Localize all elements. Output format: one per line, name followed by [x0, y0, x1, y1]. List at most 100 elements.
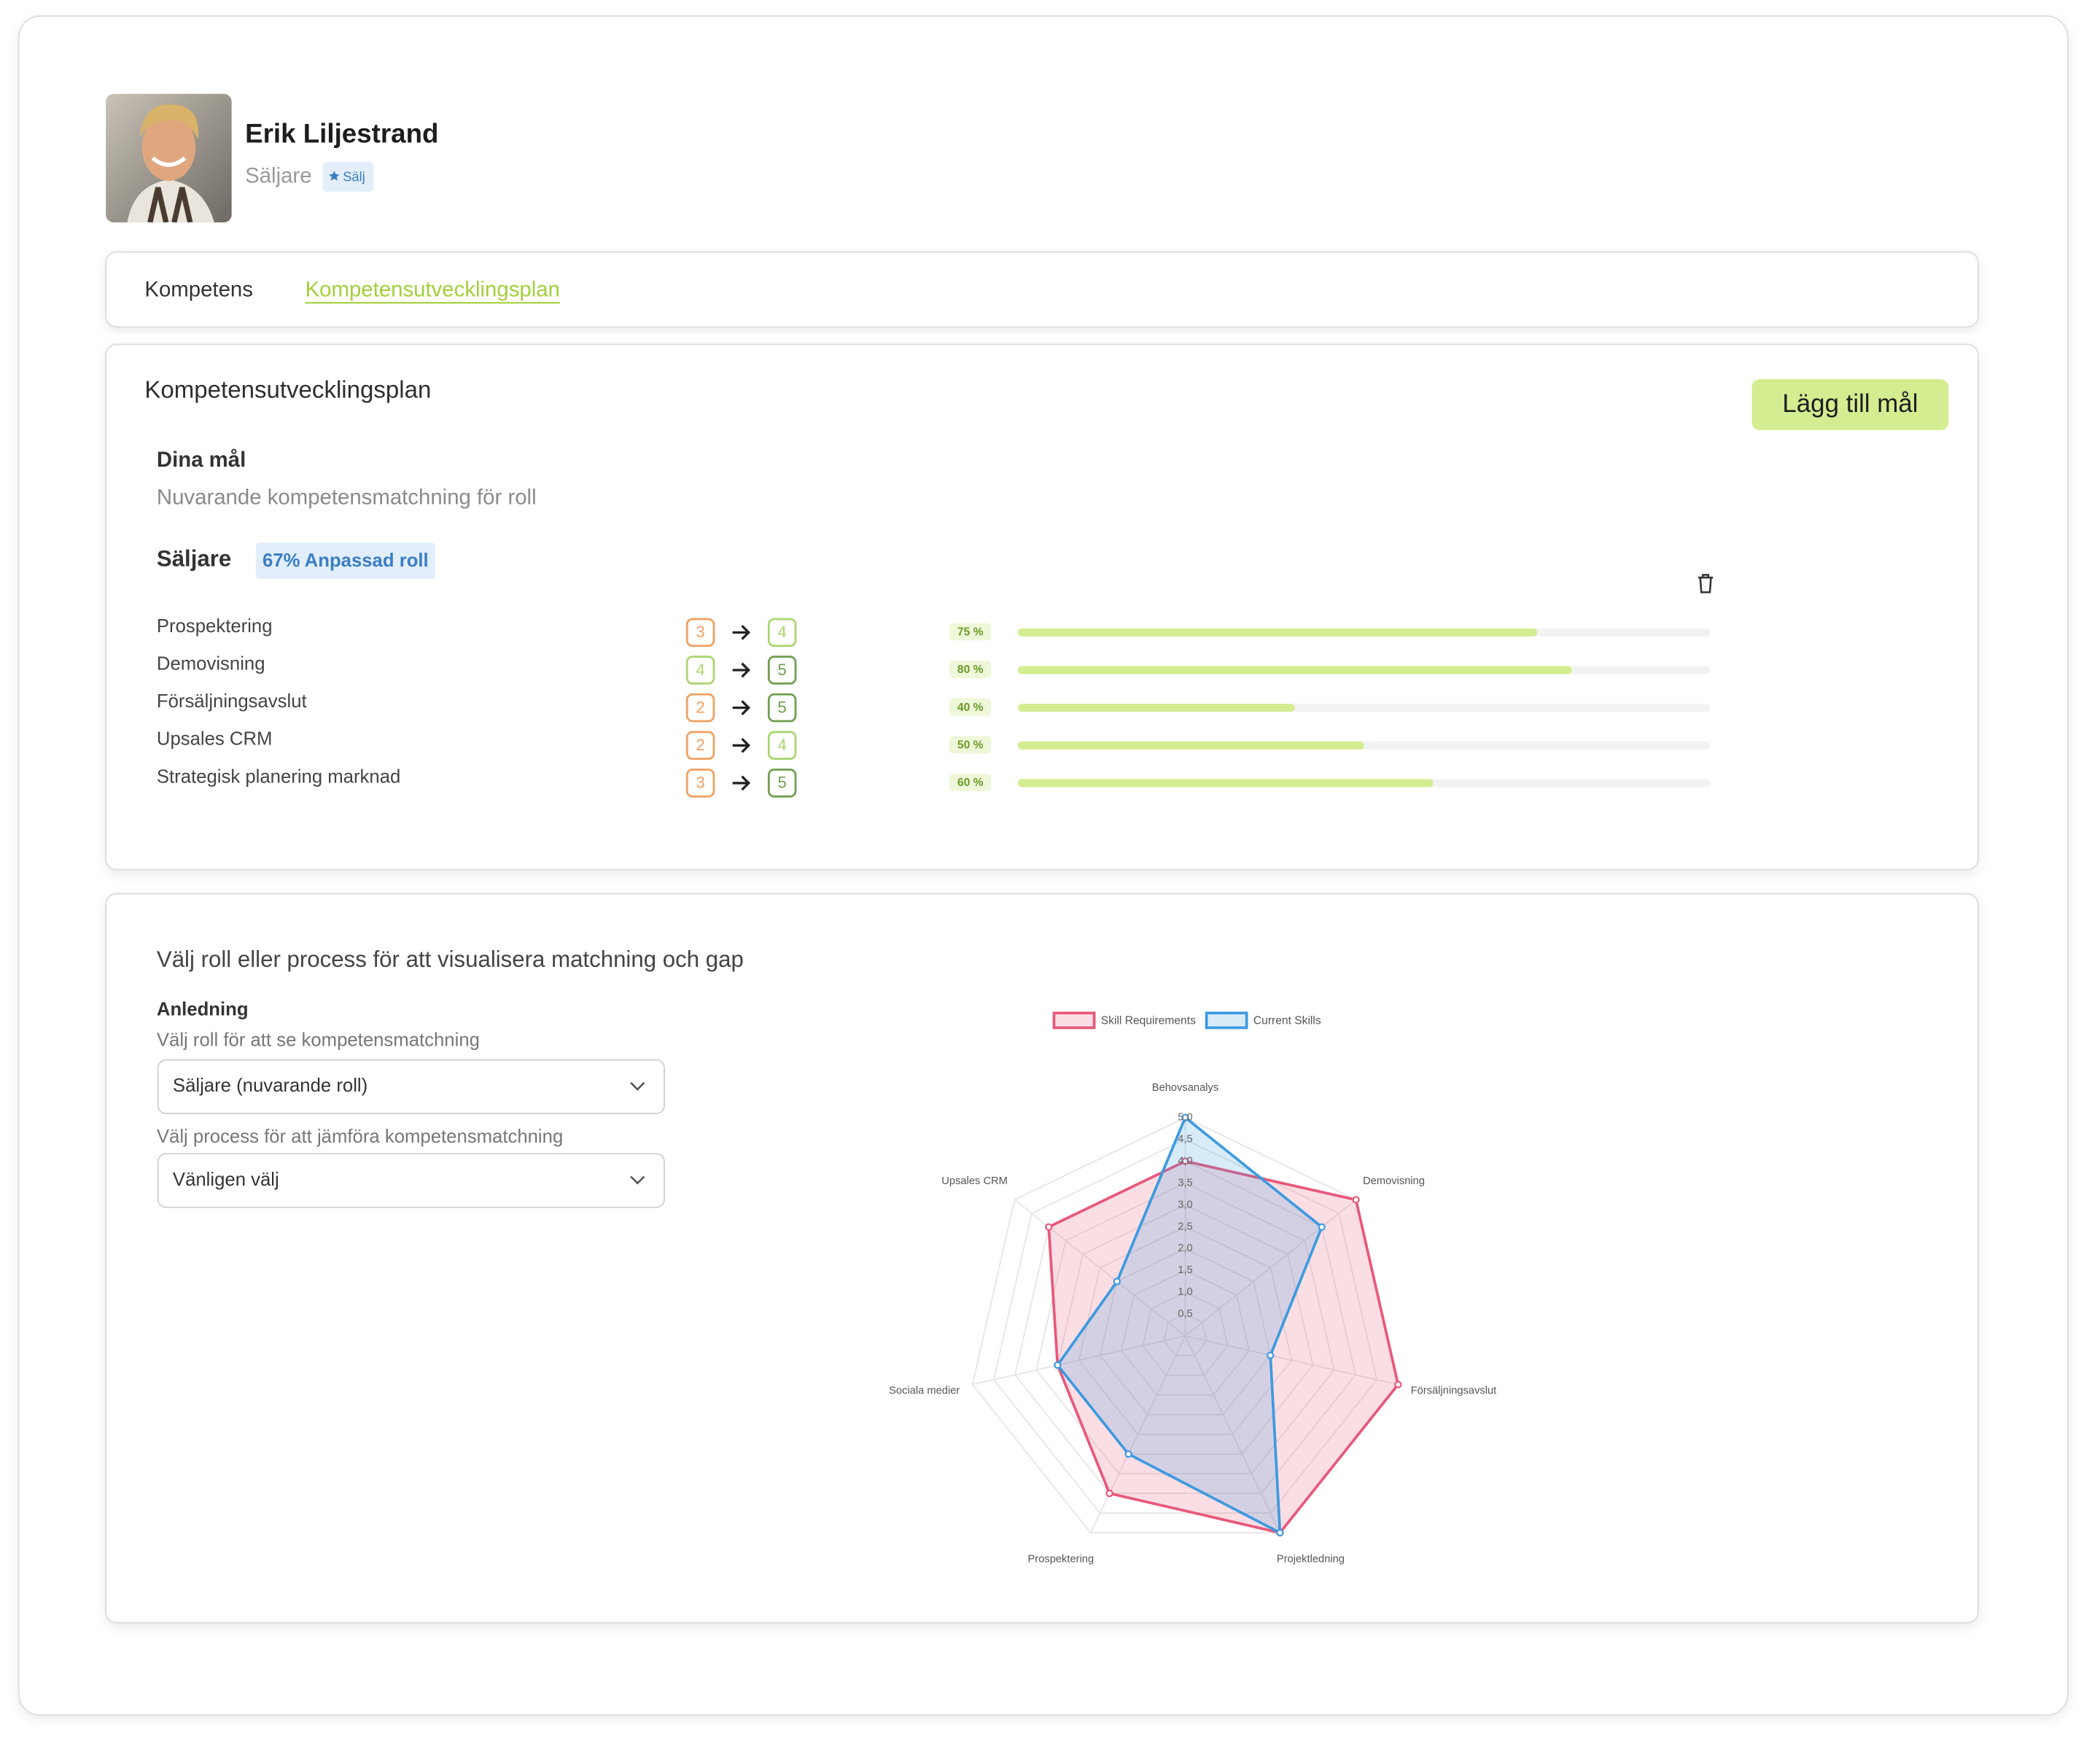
data-point [1181, 1113, 1189, 1121]
legend-swatch [1052, 1011, 1096, 1030]
data-point [1045, 1223, 1053, 1231]
progress-badge [949, 623, 992, 641]
level-current: 2 [696, 736, 704, 754]
select-role-label: Välj roll för att se kompetensmatchning [157, 1030, 480, 1051]
skill-name: Försäljningsavslut [157, 691, 307, 712]
progress-badge [949, 698, 992, 716]
progress-label: 50 % [957, 739, 984, 751]
tab[interactable]: Kompetensutvecklingsplan [306, 278, 560, 302]
level-box [767, 769, 797, 798]
level-current: 3 [696, 774, 704, 792]
legend-label: Skill Requirements [1101, 1014, 1196, 1027]
data-point [1105, 1489, 1113, 1498]
grid-line [1057, 1204, 1314, 1455]
axis-label: Behovsanalys [1152, 1082, 1218, 1094]
y-tick-label: 3,5 [1178, 1177, 1192, 1189]
axis-label: Prospektering [1028, 1553, 1094, 1565]
goals-subtitle: Nuvarande kompetensmatchning för roll [157, 485, 537, 509]
level-box [767, 656, 797, 685]
arrow-icon [732, 625, 751, 640]
avatar [106, 93, 232, 223]
level-box [685, 693, 715, 723]
chevron [630, 1081, 645, 1091]
level-box [685, 731, 715, 761]
level-box [685, 618, 715, 648]
data-point [1181, 1157, 1189, 1165]
data-point [1113, 1278, 1121, 1286]
level-target: 4 [778, 736, 787, 754]
tab[interactable]: Kompetens [144, 278, 253, 302]
grid-line [1078, 1226, 1293, 1436]
progress-bar [1017, 704, 1295, 712]
grid-line [1120, 1269, 1251, 1396]
progress-label: 40 % [957, 701, 984, 714]
level-current: 2 [696, 698, 704, 716]
select-role-value[interactable]: Säljare (nuvarande roll) [173, 1076, 368, 1096]
level-current: 3 [696, 623, 704, 641]
axis-label: Projektledning [1277, 1553, 1345, 1565]
match-badge-bg [255, 542, 435, 579]
progress-badge [949, 736, 992, 754]
match-badge: 67% Anpassad roll [262, 551, 429, 571]
spoke [1184, 1199, 1357, 1337]
add-goal-label[interactable]: Lägg till mål [1782, 389, 1918, 418]
goal-role: Säljare [157, 545, 231, 571]
spoke [1089, 1335, 1186, 1533]
profile-role: Säljare [245, 163, 311, 187]
data-point [1124, 1450, 1132, 1458]
delete-icon[interactable] [1698, 574, 1714, 594]
select-process-label: Välj process för att jämföra kompetensma… [157, 1127, 563, 1147]
level-box [767, 693, 797, 723]
select-process[interactable] [157, 1153, 665, 1208]
profile-name: Erik Liljestrand [245, 118, 438, 148]
progress-bar [1017, 628, 1538, 637]
level-target: 5 [778, 661, 787, 679]
progress-bar [1017, 779, 1434, 788]
progress-bar [1017, 741, 1364, 750]
level-box [767, 618, 797, 648]
y-tick-label: 1,0 [1178, 1286, 1192, 1298]
progress-label: 75 % [957, 626, 984, 639]
skill-name: Upsales CRM [157, 729, 273, 750]
y-tick-label: 4,0 [1178, 1155, 1192, 1167]
data-point [1352, 1196, 1360, 1204]
data-point [1276, 1528, 1284, 1537]
axis-label: Försäljningsavslut [1411, 1385, 1497, 1397]
add-goal-button[interactable] [1751, 379, 1949, 430]
level-box [685, 656, 715, 685]
grid-line [1142, 1291, 1229, 1377]
role-badge: Sälj [343, 168, 365, 184]
spoke [1185, 1335, 1399, 1385]
y-tick-label: 2,0 [1178, 1242, 1192, 1254]
arrow-icon [732, 700, 751, 716]
data-point [1394, 1380, 1402, 1388]
spoke [972, 1335, 1186, 1385]
goals-title: Dina mål [157, 448, 246, 472]
series-area [1056, 1115, 1323, 1536]
select-process-value[interactable]: Vänligen välj [173, 1170, 279, 1190]
y-tick-label: 5,0 [1178, 1111, 1192, 1123]
level-target: 5 [778, 774, 787, 792]
axis-label: Sociala medier [889, 1385, 960, 1397]
progress-label: 60 % [957, 777, 984, 789]
plan-title: Kompetensutvecklingsplan [144, 376, 431, 403]
y-tick-label: 1,5 [1178, 1264, 1192, 1276]
grid-line [1099, 1248, 1272, 1416]
select-role[interactable] [157, 1059, 665, 1115]
spoke [1014, 1199, 1186, 1337]
skill-name: Prospektering [157, 616, 273, 637]
progress-label: 80 % [957, 664, 984, 676]
field-label: Anledning [157, 999, 249, 1019]
grid-line [1163, 1313, 1208, 1357]
axis-label: Upsales CRM [941, 1175, 1008, 1187]
level-box [685, 769, 715, 798]
progress-badge [949, 661, 992, 679]
plan-card [105, 343, 1979, 871]
y-tick-label: 4,5 [1178, 1133, 1192, 1145]
arrow-icon [732, 662, 751, 678]
arrow-icon [732, 737, 751, 753]
legend-swatch [1205, 1011, 1248, 1030]
arrow-icon [732, 775, 751, 791]
y-tick-label: 2,5 [1178, 1221, 1192, 1232]
